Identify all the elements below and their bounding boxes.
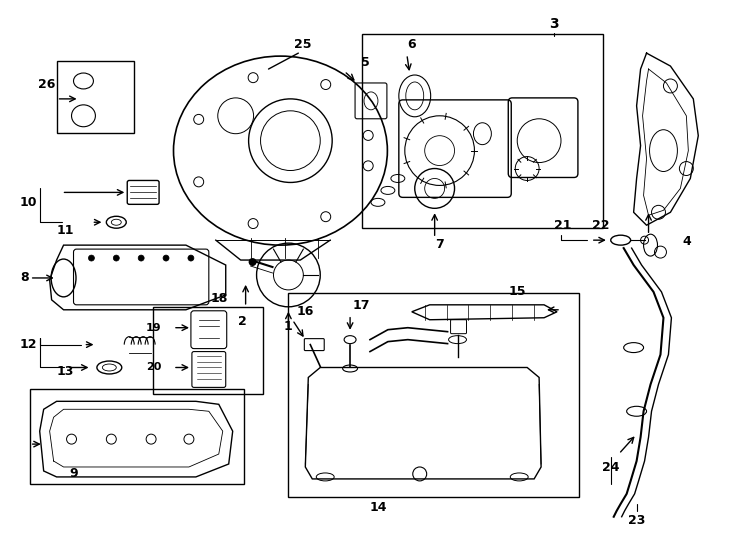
Text: 13: 13 (57, 365, 74, 378)
Text: 2: 2 (239, 315, 247, 328)
Text: 23: 23 (628, 514, 645, 526)
Text: 11: 11 (57, 224, 74, 237)
Text: 10: 10 (20, 196, 37, 209)
Text: 19: 19 (145, 323, 161, 333)
Text: 7: 7 (435, 238, 444, 251)
Text: 20: 20 (145, 362, 161, 373)
Bar (288, 293, 579, 497)
Circle shape (138, 255, 144, 261)
Bar (57, 61, 134, 133)
Text: 9: 9 (69, 467, 78, 480)
Text: 3: 3 (549, 17, 559, 31)
Text: 12: 12 (20, 338, 37, 351)
Circle shape (163, 255, 169, 261)
Text: 14: 14 (369, 501, 387, 514)
Text: 17: 17 (352, 299, 370, 312)
Text: 15: 15 (509, 285, 526, 298)
Bar (362, 34, 603, 228)
Text: 22: 22 (592, 219, 609, 232)
Text: 16: 16 (297, 305, 314, 318)
Text: 26: 26 (38, 78, 55, 91)
Circle shape (249, 258, 257, 266)
Text: 1: 1 (284, 320, 293, 333)
Circle shape (88, 255, 95, 261)
Circle shape (113, 255, 120, 261)
Text: 21: 21 (554, 219, 572, 232)
Text: 24: 24 (602, 461, 619, 474)
Text: 5: 5 (360, 56, 369, 69)
Text: 4: 4 (682, 235, 691, 248)
Text: 18: 18 (210, 292, 228, 305)
Bar (30, 389, 244, 484)
Circle shape (188, 255, 194, 261)
Text: 8: 8 (20, 272, 29, 285)
Text: 6: 6 (407, 38, 416, 51)
Text: 25: 25 (294, 38, 311, 51)
Bar (153, 307, 263, 394)
